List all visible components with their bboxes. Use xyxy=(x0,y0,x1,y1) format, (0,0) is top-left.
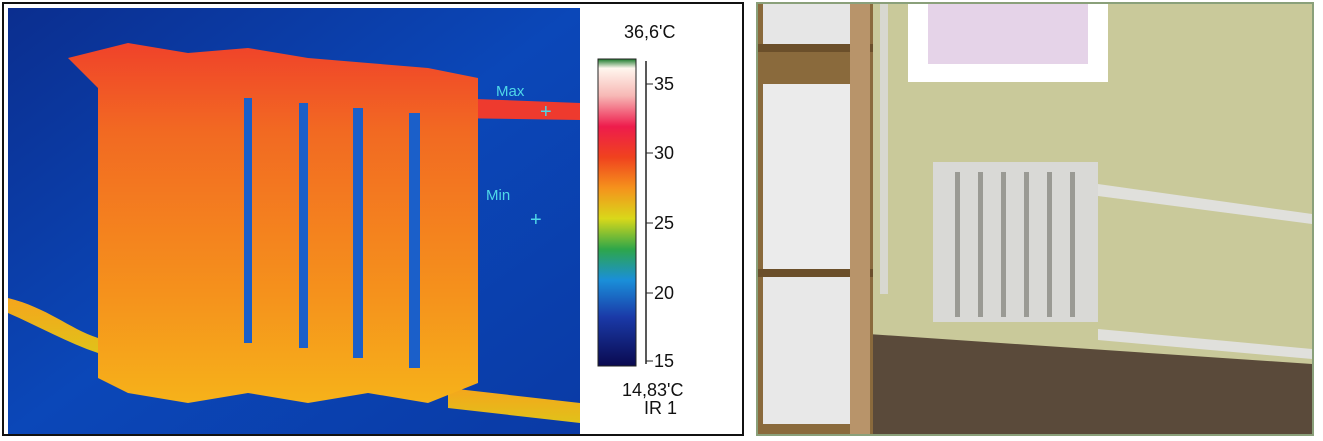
temperature-scale xyxy=(597,58,653,367)
vertical-pipe xyxy=(880,4,888,294)
thermal-gap xyxy=(353,108,363,358)
min-crosshair-icon: + xyxy=(530,209,542,231)
thermal-gap xyxy=(409,113,420,368)
shelf-board xyxy=(758,269,873,277)
visual-photo-frame xyxy=(756,2,1314,436)
thermal-gap xyxy=(299,103,308,348)
shelf-board xyxy=(758,44,873,52)
scale-tick-label: 15 xyxy=(654,351,675,371)
scale-min-value: 14,83'C xyxy=(622,380,684,400)
thermal-top-pipe xyxy=(448,98,580,120)
thermal-bottom-pipe-left xyxy=(8,298,98,353)
binders-bottom xyxy=(763,274,853,424)
min-marker-label: Min xyxy=(486,187,510,204)
thermal-radiator-graphic: Max + Min + xyxy=(8,8,580,434)
bottom-pipe xyxy=(1098,329,1312,359)
max-crosshair-icon: + xyxy=(540,101,552,123)
thermal-image-frame: Max + Min + xyxy=(2,2,744,436)
thermal-gap xyxy=(244,98,252,343)
window-glass xyxy=(928,4,1088,64)
room-photo xyxy=(758,4,1312,434)
scale-color-bar xyxy=(597,58,637,367)
scale-tick-label: 30 xyxy=(654,143,675,163)
scale-max-value: 36,6'C xyxy=(624,22,676,42)
top-pipe xyxy=(1098,184,1312,224)
max-marker-label: Max xyxy=(496,83,525,100)
floor xyxy=(868,334,1312,434)
channel-label: IR 1 xyxy=(644,398,678,418)
thermal-image: Max + Min + xyxy=(8,8,580,434)
scale-tick-label: 20 xyxy=(654,283,675,303)
thermal-radiator-body xyxy=(68,43,478,403)
thermal-bottom-pipe-right xyxy=(448,388,580,423)
scale-tick-label: 35 xyxy=(654,74,675,94)
binders-top xyxy=(763,4,853,44)
scale-tick-label: 25 xyxy=(654,213,675,233)
binders-middle xyxy=(763,84,853,284)
shelf-side xyxy=(850,4,870,434)
